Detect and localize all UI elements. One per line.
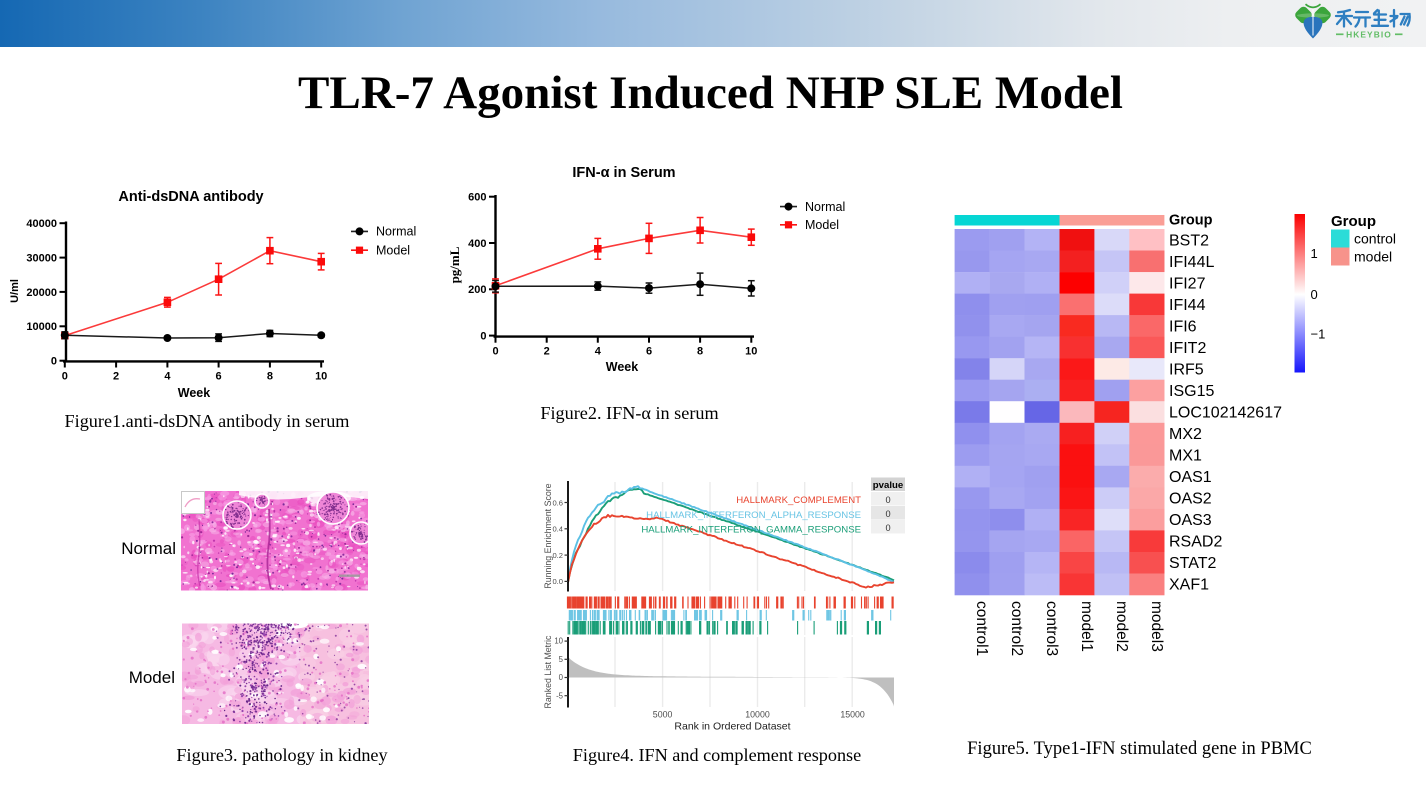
svg-text:MX2: MX2: [1169, 426, 1202, 443]
svg-text:HALLMARK_COMPLEMENT: HALLMARK_COMPLEMENT: [736, 495, 861, 506]
svg-text:Model: Model: [376, 243, 410, 257]
svg-text:0: 0: [885, 495, 890, 505]
svg-text:0.0: 0.0: [552, 577, 563, 586]
svg-text:pg/mL: pg/mL: [447, 246, 462, 283]
svg-text:0.4: 0.4: [552, 525, 563, 534]
svg-text:Model: Model: [129, 668, 175, 687]
svg-text:Running Enrichment Score: Running Enrichment Score: [543, 483, 553, 588]
svg-text:0: 0: [492, 346, 498, 358]
svg-text:U/ml: U/ml: [9, 279, 21, 303]
svg-text:0: 0: [1311, 287, 1318, 302]
svg-text:6: 6: [646, 346, 652, 358]
svg-text:20000: 20000: [26, 287, 57, 299]
svg-text:model3: model3: [1148, 601, 1165, 652]
svg-text:8: 8: [697, 346, 703, 358]
svg-text:STAT2: STAT2: [1169, 555, 1217, 572]
svg-text:Figure4. IFN and complement re: Figure4. IFN and complement response: [573, 745, 861, 765]
svg-text:HALLMARK_INTERFERON_ALPHA_RESP: HALLMARK_INTERFERON_ALPHA_RESPONSE: [646, 510, 861, 521]
svg-text:Week: Week: [606, 360, 638, 374]
svg-text:RSAD2: RSAD2: [1169, 534, 1222, 551]
svg-text:MX1: MX1: [1169, 448, 1202, 465]
svg-text:control2: control2: [1008, 601, 1025, 656]
svg-text:TLR-7 Agonist Induced NHP SLE: TLR-7 Agonist Induced NHP SLE Model: [298, 67, 1123, 119]
svg-text:HALLMARK_INTERFERON_GAMMA_RESP: HALLMARK_INTERFERON_GAMMA_RESPONSE: [641, 525, 861, 536]
svg-text:control: control: [1354, 231, 1396, 247]
svg-text:OAS2: OAS2: [1169, 491, 1212, 508]
svg-text:control3: control3: [1043, 601, 1060, 656]
svg-text:control1: control1: [973, 601, 990, 656]
svg-text:Rank in Ordered Dataset: Rank in Ordered Dataset: [674, 721, 790, 733]
svg-text:LOC102142617: LOC102142617: [1169, 405, 1282, 422]
svg-text:model2: model2: [1113, 601, 1130, 652]
svg-text:5: 5: [559, 655, 564, 664]
svg-text:OAS1: OAS1: [1169, 469, 1212, 486]
svg-text:IFI44L: IFI44L: [1169, 254, 1214, 271]
svg-text:0: 0: [885, 509, 890, 519]
svg-text:10: 10: [745, 346, 757, 358]
svg-text:10: 10: [554, 637, 563, 646]
svg-text:2: 2: [113, 371, 119, 383]
svg-text:4: 4: [595, 346, 602, 358]
svg-text:Figure2. IFN-α in serum: Figure2. IFN-α in serum: [540, 403, 718, 423]
svg-text:IFI6: IFI6: [1169, 318, 1197, 335]
svg-text:OAS3: OAS3: [1169, 512, 1212, 529]
svg-text:Model: Model: [805, 218, 839, 232]
svg-text:Figure3. pathology in kidney: Figure3. pathology in kidney: [176, 745, 388, 765]
svg-text:Normal: Normal: [121, 539, 176, 558]
svg-text:XAF1: XAF1: [1169, 577, 1209, 594]
svg-text:Normal: Normal: [376, 225, 416, 239]
svg-text:10: 10: [315, 371, 327, 383]
svg-text:Figure5. Type1-IFN stimulated: Figure5. Type1-IFN stimulated gene in PB…: [967, 739, 1312, 759]
svg-text:2: 2: [544, 346, 550, 358]
svg-text:1: 1: [1311, 246, 1318, 261]
svg-text:0: 0: [51, 356, 57, 368]
svg-text:15000: 15000: [840, 710, 865, 720]
svg-text:IFIT2: IFIT2: [1169, 340, 1206, 357]
svg-text:40000: 40000: [26, 218, 57, 230]
svg-text:600: 600: [468, 192, 486, 204]
svg-text:model1: model1: [1078, 601, 1095, 652]
svg-text:0: 0: [62, 371, 68, 383]
svg-text:Group: Group: [1331, 213, 1376, 230]
svg-text:Anti-dsDNA antibody: Anti-dsDNA antibody: [118, 189, 263, 205]
svg-text:5000: 5000: [653, 710, 673, 720]
svg-text:HKEYBIO: HKEYBIO: [1346, 30, 1392, 40]
svg-text:0: 0: [885, 523, 890, 533]
svg-text:200: 200: [468, 284, 486, 296]
svg-text:4: 4: [164, 371, 171, 383]
svg-text:Figure1.anti-dsDNA antibody in: Figure1.anti-dsDNA antibody in serum: [65, 411, 350, 431]
svg-text:−1: −1: [1311, 327, 1326, 342]
svg-text:model: model: [1354, 249, 1392, 265]
svg-text:-5: -5: [556, 691, 564, 700]
svg-text:10000: 10000: [26, 321, 57, 333]
svg-text:Week: Week: [178, 386, 210, 400]
svg-text:pvalue: pvalue: [873, 480, 903, 491]
svg-text:Ranked List Metric: Ranked List Metric: [543, 635, 553, 708]
svg-text:Normal: Normal: [805, 200, 845, 214]
svg-text:30000: 30000: [26, 253, 57, 265]
svg-text:Group: Group: [1169, 213, 1213, 229]
svg-text:0.6: 0.6: [552, 498, 563, 507]
svg-text:IFN-α in Serum: IFN-α in Serum: [572, 165, 675, 181]
svg-text:6: 6: [216, 371, 222, 383]
svg-text:IFI44: IFI44: [1169, 297, 1206, 314]
svg-text:IFI27: IFI27: [1169, 275, 1206, 292]
svg-text:10000: 10000: [745, 710, 770, 720]
svg-text:0: 0: [559, 673, 564, 682]
svg-text:0: 0: [480, 331, 486, 343]
svg-text:400: 400: [468, 238, 486, 250]
svg-text:ISG15: ISG15: [1169, 383, 1214, 400]
svg-text:IRF5: IRF5: [1169, 361, 1204, 378]
svg-text:0.2: 0.2: [552, 551, 563, 560]
svg-text:BST2: BST2: [1169, 232, 1209, 249]
svg-text:8: 8: [267, 371, 273, 383]
